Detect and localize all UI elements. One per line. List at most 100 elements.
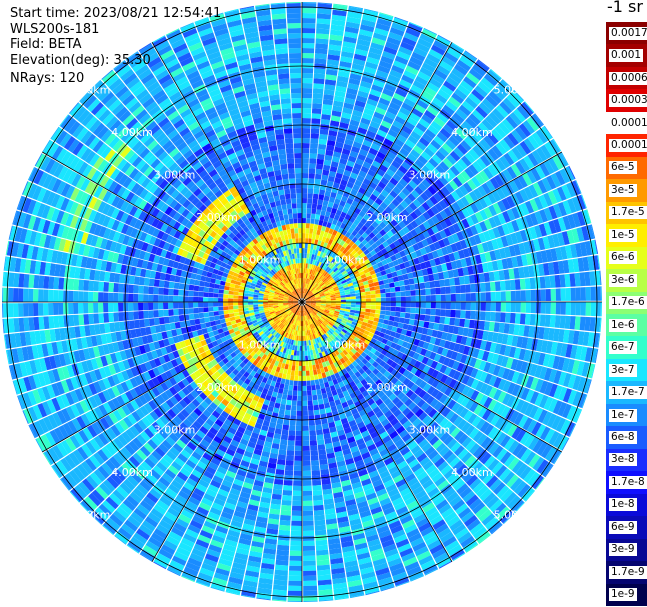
range-gate [425,236,434,245]
range-gate [303,580,317,586]
range-gate [341,302,346,305]
range-gate [302,123,311,129]
range-gate [460,258,468,268]
range-gate [337,70,350,78]
range-gate [309,435,317,441]
range-gate [310,243,314,250]
range-gate [491,260,499,271]
range-gate [372,321,379,327]
range-gate [352,58,366,67]
range-gate [283,485,293,491]
range-gate [309,425,316,431]
range-gate [315,271,319,277]
range-gate [302,360,306,366]
range-gate [409,21,423,29]
range-gate [352,109,363,118]
range-gate [313,244,317,250]
range-gate [394,224,402,232]
range-gate [357,153,367,162]
range-gate [558,386,568,401]
range-gate [312,394,318,401]
range-gate [538,263,545,276]
range-gate [349,312,355,316]
range-gate [381,338,388,345]
range-gate [322,270,327,276]
range-gate [509,312,516,324]
range-gate [448,341,456,351]
range-gate [341,51,354,59]
range-gate [321,263,326,270]
range-gate [397,322,404,329]
range-gate [343,36,357,44]
range-gate [371,37,386,46]
range-gate [364,190,372,198]
range-gate [506,94,520,108]
range-gate [375,297,381,302]
range-gate [317,444,326,451]
range-gate [286,450,295,456]
range-gate [363,108,375,116]
range-gate [455,128,467,140]
range-gate [404,121,416,131]
range-gate [470,225,479,236]
range-gate [386,273,393,279]
range-gate [302,450,311,456]
range-gate [323,159,332,166]
range-gate [302,440,310,446]
range-gate [368,282,375,288]
range-gate [312,88,324,95]
range-gate [336,302,341,304]
range-gate [392,321,399,328]
range-gate [565,245,573,259]
range-gate [421,179,431,189]
range-gate [309,280,313,285]
range-gate [334,291,341,295]
range-gate [333,286,339,290]
range-gate [421,201,431,211]
range-gate [397,212,406,221]
range-gate [408,259,415,267]
range-gate [501,198,511,210]
range-gate [302,525,314,531]
range-gate [315,48,328,55]
range-gate [319,214,325,221]
range-gate [500,185,510,198]
range-gate [495,302,501,312]
range-gate [402,273,409,280]
range-gate [336,250,343,256]
range-gate [302,83,313,89]
range-gate [382,115,394,125]
range-gate [424,128,436,139]
range-gate [303,560,316,566]
range-gate [513,108,526,123]
range-gate [395,291,401,297]
range-gate [359,311,366,315]
range-gate [302,208,307,214]
range-gate [290,375,295,381]
range-gate [561,184,572,200]
range-gate [530,302,536,314]
range-gate [320,294,326,297]
range-gate [293,380,298,386]
range-gate [415,332,422,340]
range-gate [307,284,311,290]
range-gate [375,326,382,332]
range-gate [401,161,411,171]
range-gate [310,380,316,386]
range-gate [312,193,319,200]
range-gate [429,243,437,252]
range-gate [344,213,352,221]
range-gate [316,285,321,290]
range-gate [543,207,553,221]
range-gate [329,34,343,42]
range-gate [324,259,329,265]
range-gate [385,111,397,120]
range-gate [574,316,581,330]
range-gate [319,383,325,389]
range-gate [539,276,546,289]
range-gate [324,190,331,197]
range-gate [376,205,385,214]
range-gate [429,281,436,288]
range-gate [357,258,364,265]
range-gate [355,43,370,52]
